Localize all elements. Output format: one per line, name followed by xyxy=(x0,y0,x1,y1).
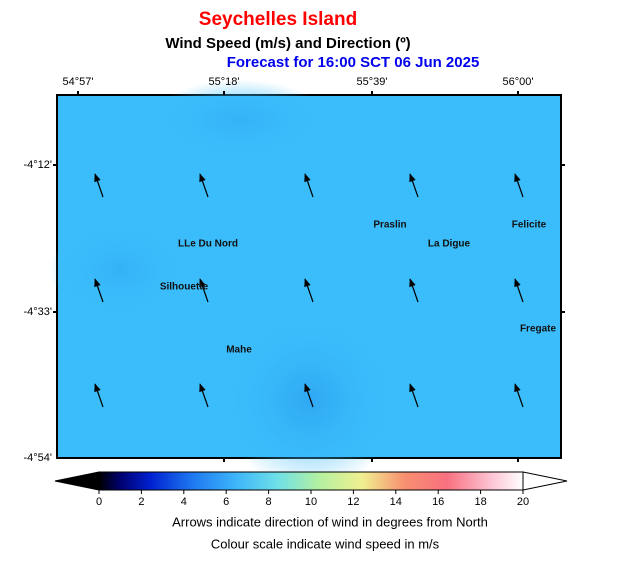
wind-arrow xyxy=(94,173,104,198)
colorbar-tick-label: 2 xyxy=(138,496,144,508)
wind-arrow xyxy=(199,278,209,303)
colorbar-tick-label: 18 xyxy=(474,496,486,508)
lat-label: -4°33' xyxy=(23,306,52,318)
place-label: Praslin xyxy=(373,220,406,231)
ticks xyxy=(53,91,565,462)
place-label: Mahe xyxy=(226,345,252,356)
lon-label: 55°18' xyxy=(209,76,240,88)
place-label: Silhouette xyxy=(160,282,209,293)
wind-arrow xyxy=(199,173,209,198)
shade xyxy=(150,80,330,160)
lon-label: 56°00' xyxy=(503,76,534,88)
place-label: Felicite xyxy=(512,220,547,231)
colorbar-tick-label: 12 xyxy=(347,496,359,508)
place-label: La Digue xyxy=(428,239,471,250)
map-area xyxy=(50,80,562,490)
wind-arrow xyxy=(304,173,314,198)
colorbar-tick-label: 4 xyxy=(181,496,187,508)
title: Seychelles Island xyxy=(199,9,357,30)
colorbar-tick-label: 0 xyxy=(96,496,102,508)
wind-arrow xyxy=(199,383,209,408)
place-label: LLe Du Nord xyxy=(178,239,238,250)
colorbar-tick-label: 8 xyxy=(266,496,272,508)
place-label: Fregate xyxy=(520,324,557,335)
lat-label: -4°54' xyxy=(23,452,52,464)
wind-arrow xyxy=(409,383,419,408)
colorbar-min-arrow xyxy=(54,471,100,491)
note: Arrows indicate direction of wind in deg… xyxy=(172,514,488,529)
wind-arrow xyxy=(409,278,419,303)
colorbar-tick-label: 6 xyxy=(223,496,229,508)
wind-arrow xyxy=(94,278,104,303)
wind-arrows xyxy=(94,173,524,408)
wind-arrow xyxy=(94,383,104,408)
lat-label: -4°12' xyxy=(23,159,52,171)
wind-arrow xyxy=(304,383,314,408)
subtitle: Wind Speed (m/s) and Direction (º) xyxy=(165,35,410,52)
shade xyxy=(50,220,190,320)
lon-label: 54°57' xyxy=(63,76,94,88)
colorbar-tick-label: 14 xyxy=(390,496,402,508)
colorbar-tick-label: 16 xyxy=(432,496,444,508)
note: Colour scale indicate wind speed in m/s xyxy=(211,536,440,551)
colorbar-max-arrow xyxy=(522,471,568,491)
wind-arrow xyxy=(514,173,524,198)
colorbar-tick-label: 20 xyxy=(517,496,529,508)
wind-arrow xyxy=(409,173,419,198)
forecast: Forecast for 16:00 SCT 06 Jun 2025 xyxy=(227,54,480,71)
colorbar: 0 2 4 6 8 10 12 14 16 18 20 xyxy=(54,471,568,508)
wind-arrow xyxy=(514,278,524,303)
colorbar-tick-label: 10 xyxy=(305,496,317,508)
wind-arrow xyxy=(514,383,524,408)
colorbar-bar xyxy=(98,471,524,491)
wind-arrow xyxy=(304,278,314,303)
lon-label: 55°39' xyxy=(357,76,388,88)
